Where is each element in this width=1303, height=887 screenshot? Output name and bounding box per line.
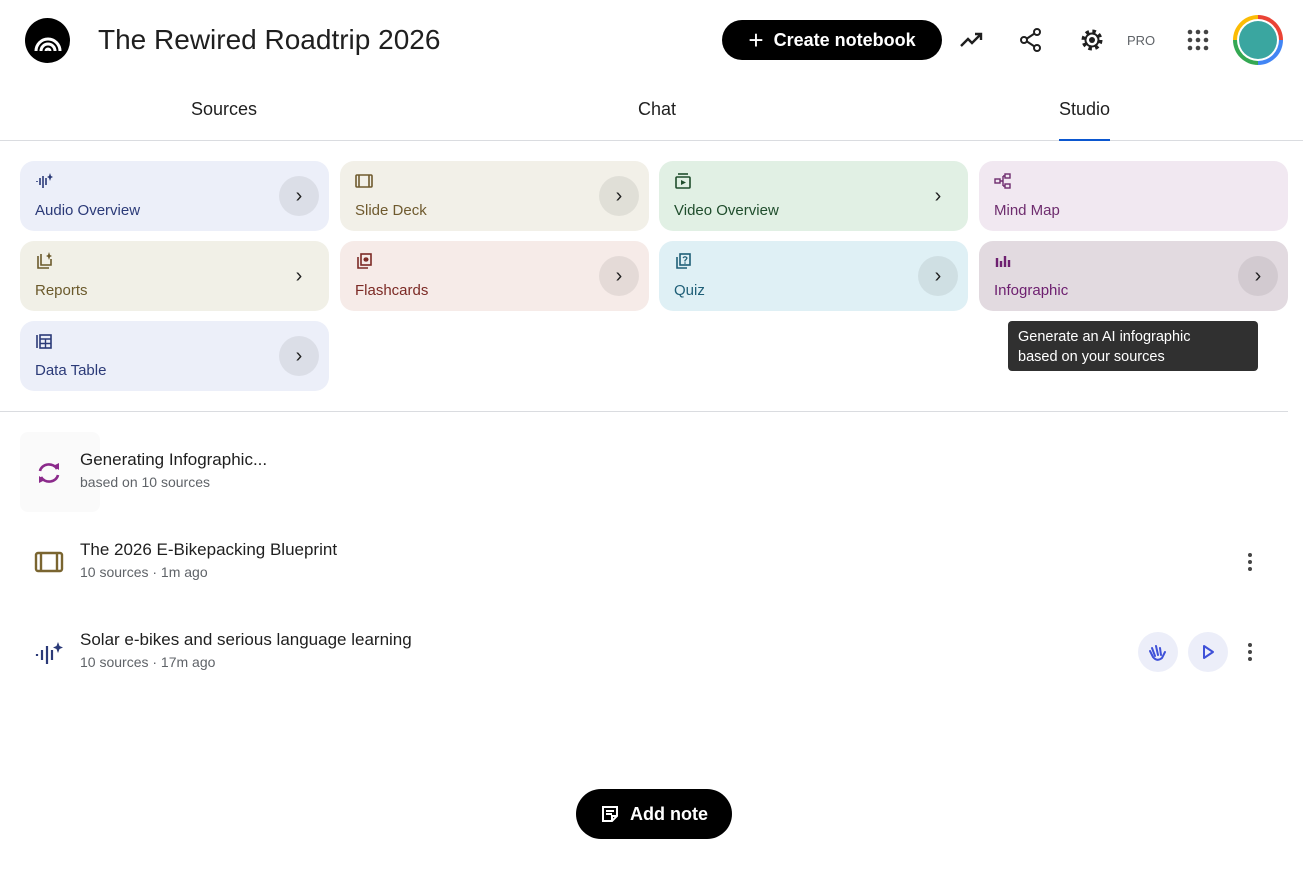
studio-card-label: Reports (35, 282, 88, 299)
chevron-right-icon[interactable]: › (918, 256, 958, 296)
divider (0, 411, 1288, 412)
chevron-right-icon[interactable]: › (934, 184, 942, 207)
slides-icon (355, 174, 373, 188)
output-item-slide-deck[interactable]: The 2026 E-Bikepacking Blueprint 10 sour… (20, 532, 1288, 592)
studio-card-label: Infographic (994, 282, 1069, 299)
note-icon (602, 806, 618, 822)
tab-chat[interactable]: Chat (638, 99, 677, 119)
chevron-right-icon[interactable]: › (599, 256, 639, 296)
chevron-right-icon[interactable]: › (599, 176, 639, 216)
more-options-icon[interactable] (1240, 550, 1260, 574)
tooltip-line: Generate an AI infographic (1018, 329, 1191, 345)
output-title: Solar e-bikes and serious language learn… (80, 630, 412, 649)
add-note-label: Add note (630, 803, 708, 824)
output-title: The 2026 E-Bikepacking Blueprint (80, 540, 338, 559)
mind-map-icon (994, 173, 1011, 189)
create-notebook-button[interactable]: + Create notebook (722, 20, 942, 60)
apps-grid-icon[interactable] (1184, 26, 1212, 54)
notebook-title[interactable]: The Rewired Roadtrip 2026 (98, 24, 441, 55)
studio-card-quiz[interactable]: Quiz › (659, 241, 968, 311)
studio-card-label: Quiz (674, 282, 705, 299)
infographic-icon (995, 256, 1011, 267)
audio-waveform-sparkle-icon (36, 173, 53, 188)
studio-card-label: Mind Map (994, 202, 1060, 219)
interactive-mode-button[interactable] (1138, 632, 1178, 672)
chevron-right-icon[interactable]: › (295, 264, 303, 287)
studio-card-label: Data Table (35, 362, 107, 379)
sync-icon (34, 460, 64, 484)
table-icon (36, 334, 52, 349)
chevron-right-icon[interactable]: › (279, 336, 319, 376)
flashcards-icon (357, 253, 372, 269)
studio-card-video-overview[interactable]: Video Overview › (659, 161, 968, 231)
output-item-generating[interactable]: Generating Infographic... based on 10 so… (20, 442, 1288, 502)
panel-tabs: Sources Chat Studio (0, 80, 1303, 141)
quiz-icon (676, 253, 691, 269)
studio-card-data-table[interactable]: Data Table › (20, 321, 329, 391)
create-notebook-label: Create notebook (773, 29, 916, 50)
studio-card-mind-map[interactable]: Mind Map (979, 161, 1288, 231)
pro-badge: PRO (1127, 33, 1156, 48)
reports-icon (37, 252, 52, 269)
studio-card-audio-overview[interactable]: Audio Overview › (20, 161, 329, 231)
output-subtitle: 10 sources · 1m ago (80, 564, 208, 580)
studio-card-label: Slide Deck (355, 202, 427, 219)
wave-hand-icon (1149, 645, 1166, 661)
account-avatar[interactable] (1233, 15, 1283, 65)
slides-icon (34, 550, 64, 574)
share-icon[interactable] (1017, 26, 1045, 54)
settings-gear-icon[interactable] (1078, 26, 1106, 54)
tooltip-line: based on your sources (1018, 349, 1165, 365)
infographic-tooltip: Generate an AI infographic based on your … (1008, 321, 1258, 371)
studio-card-label: Video Overview (674, 202, 779, 219)
studio-card-infographic[interactable]: Infographic › (979, 241, 1288, 311)
studio-card-label: Flashcards (355, 282, 429, 299)
tab-studio[interactable]: Studio (1059, 99, 1111, 141)
studio-card-flashcards[interactable]: Flashcards › (340, 241, 649, 311)
video-icon (675, 173, 691, 189)
notebooklm-logo[interactable] (25, 18, 70, 63)
output-item-audio[interactable]: Solar e-bikes and serious language learn… (20, 622, 1288, 682)
studio-card-reports[interactable]: Reports › (20, 241, 329, 311)
studio-card-slide-deck[interactable]: Slide Deck › (340, 161, 649, 231)
studio-card-label: Audio Overview (35, 202, 141, 219)
plus-icon: + (748, 25, 764, 55)
chevron-right-icon[interactable]: › (279, 176, 319, 216)
output-title: Generating Infographic... (80, 450, 268, 469)
tab-sources[interactable]: Sources (191, 99, 258, 119)
generating-thumbnail (20, 432, 100, 512)
play-icon (1203, 645, 1214, 659)
output-subtitle: based on 10 sources (80, 474, 210, 490)
chevron-right-icon[interactable]: › (1238, 256, 1278, 296)
audio-waveform-icon (34, 640, 64, 664)
analytics-trend-icon[interactable] (958, 26, 986, 54)
more-options-icon[interactable] (1240, 640, 1260, 664)
output-subtitle: 10 sources · 17m ago (80, 654, 216, 670)
add-note-button[interactable]: Add note (576, 789, 732, 839)
play-button[interactable] (1188, 632, 1228, 672)
